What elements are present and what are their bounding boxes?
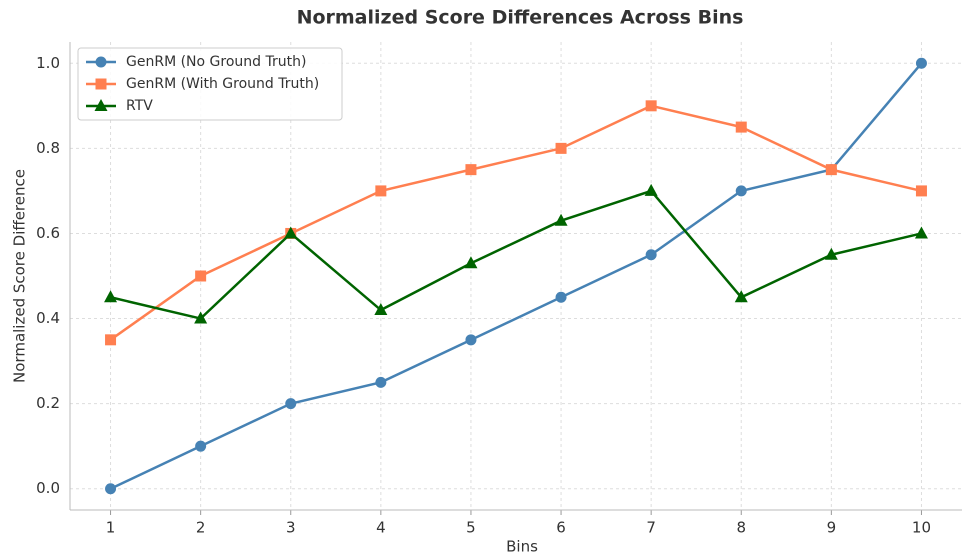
y-tick-label: 0.6 [36, 224, 60, 242]
x-tick-label: 3 [286, 519, 296, 537]
point [105, 334, 117, 346]
x-tick-label: 5 [466, 519, 476, 537]
point [285, 398, 297, 410]
point [465, 164, 477, 176]
point [555, 142, 567, 154]
x-axis-label: Bins [506, 538, 538, 555]
x-tick-label: 2 [196, 519, 206, 537]
point [374, 303, 388, 316]
point [464, 256, 478, 269]
point [284, 226, 298, 239]
point [735, 185, 747, 197]
point [554, 213, 568, 226]
point [194, 311, 208, 324]
point [95, 56, 107, 68]
x-tick-label: 6 [556, 519, 566, 537]
legend-box [77, 47, 343, 121]
y-tick-label: 0.2 [36, 394, 60, 412]
point [915, 185, 927, 197]
point [195, 440, 207, 452]
point [644, 183, 658, 196]
point [105, 483, 117, 495]
point [645, 100, 657, 112]
y-tick-label: 0.8 [36, 139, 60, 157]
point [735, 121, 747, 133]
point [375, 185, 387, 197]
legend-label: GenRM (No Ground Truth) [126, 54, 306, 70]
series-line [110, 62, 923, 490]
point [914, 226, 928, 239]
point [824, 247, 838, 260]
x-tick-label: 10 [912, 519, 931, 537]
y-axis-label: Normalized Score Difference [11, 169, 29, 383]
point [94, 99, 108, 111]
x-tick-label: 9 [827, 519, 837, 537]
point [915, 57, 927, 69]
chart-title: Normalized Score Differences Across Bins [297, 7, 744, 29]
series-line [110, 189, 922, 320]
y-tick-label: 0.4 [36, 309, 60, 327]
series-line [109, 104, 922, 341]
point [645, 249, 657, 261]
point [95, 78, 107, 90]
x-tick-label: 7 [646, 519, 656, 537]
x-tick-label: 1 [106, 519, 116, 537]
point [104, 290, 118, 303]
point [555, 291, 567, 303]
point [375, 376, 387, 388]
legend-label: GenRM (With Ground Truth) [126, 76, 319, 92]
x-tick-label: 8 [736, 519, 746, 537]
y-tick-label: 0.0 [36, 479, 60, 497]
point [195, 270, 207, 282]
point [465, 334, 477, 346]
point [734, 290, 748, 303]
x-tick-label: 4 [376, 519, 386, 537]
point [825, 164, 837, 176]
legend-label: RTV [126, 98, 153, 114]
y-tick-label: 1.0 [36, 54, 60, 72]
